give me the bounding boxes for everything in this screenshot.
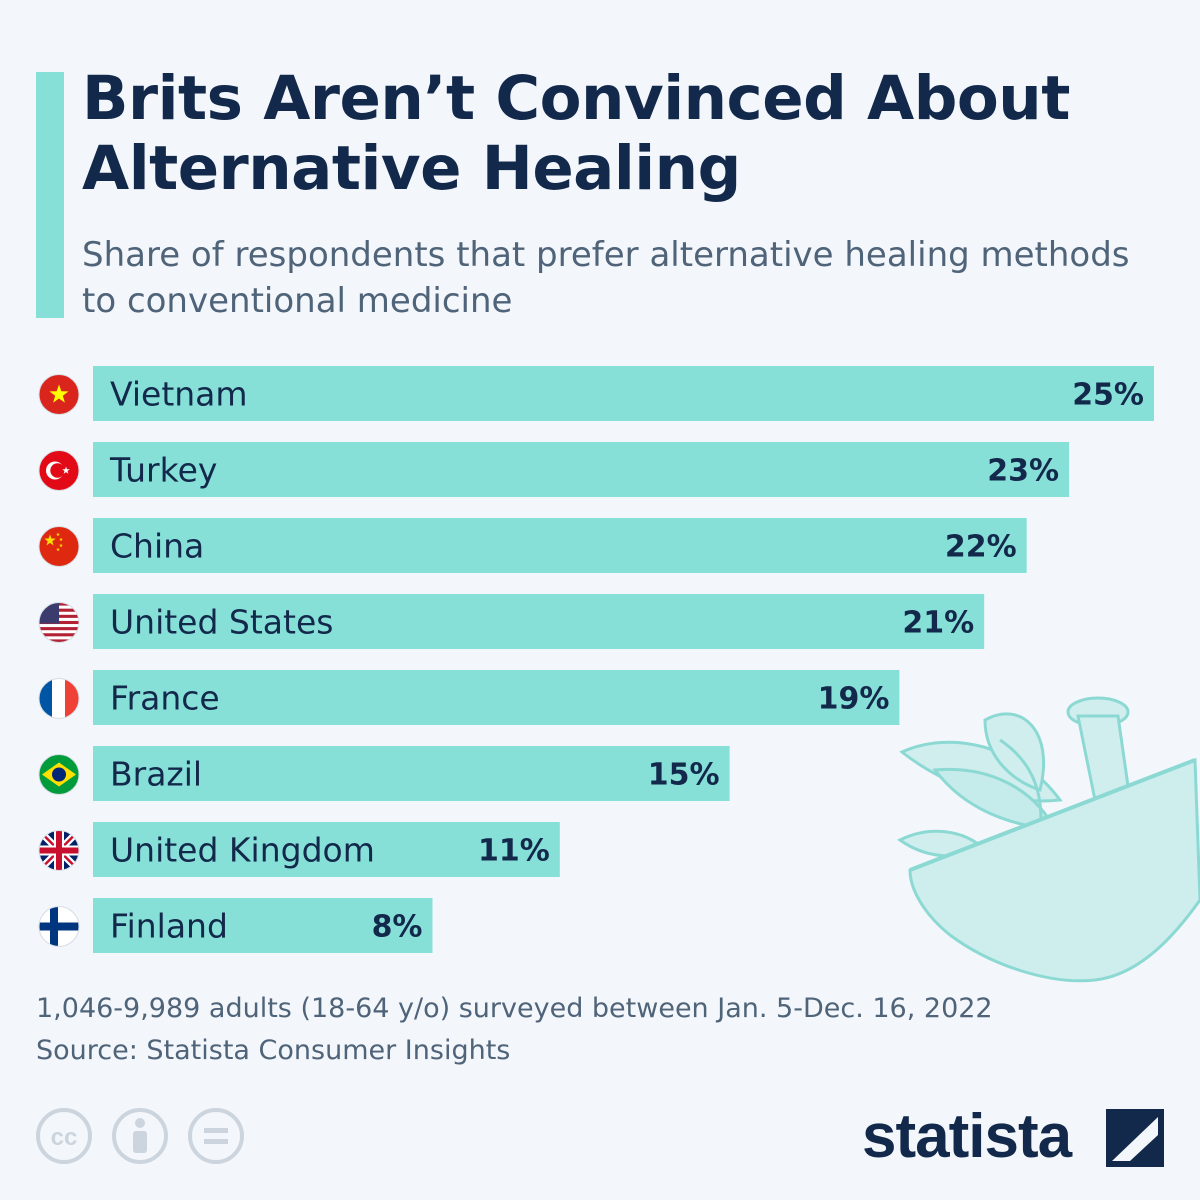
bar-row: Vietnam 25% (38, 366, 1154, 421)
bar (93, 594, 985, 649)
vietnam-flag-icon (38, 374, 80, 415)
category-label: Vietnam (110, 375, 248, 414)
page-title: Brits Aren’t Convinced About Alternative… (82, 63, 1070, 204)
title-accent-bar (36, 72, 64, 318)
bar (93, 442, 1070, 497)
page-subtitle: Share of respondents that prefer alterna… (82, 235, 1130, 321)
attribution-icon (112, 1108, 168, 1164)
category-label: Turkey (109, 451, 217, 490)
value-label: 23% (987, 454, 1059, 489)
turkey-flag-icon (38, 450, 80, 491)
bar-row: Turkey 23% (38, 442, 1070, 497)
license-icons: cc (36, 1108, 244, 1164)
brand-wordmark: statista (862, 1102, 1073, 1171)
value-label: 8% (372, 910, 423, 945)
united-states-flag-icon (38, 602, 80, 643)
statista-logo: statista (862, 1102, 1164, 1171)
svg-text:cc: cc (51, 1124, 78, 1151)
bar (93, 518, 1027, 573)
bar-row: United States 21% (38, 594, 985, 649)
category-label: Brazil (110, 755, 202, 794)
category-label: United States (110, 603, 333, 642)
statista-mark-icon (1106, 1109, 1164, 1167)
no-derivatives-icon (188, 1108, 244, 1164)
bar-row: Finland 8% (38, 898, 433, 953)
bar-row: China 22% (38, 518, 1027, 573)
category-label: France (110, 679, 220, 718)
china-flag-icon (38, 526, 80, 567)
finland-flag-icon (38, 906, 80, 947)
source-note: Source: Statista Consumer Insights (36, 1035, 511, 1066)
bar (93, 898, 433, 953)
value-label: 15% (648, 758, 720, 793)
bar (93, 670, 900, 725)
footnote: 1,046-9,989 adults (18-64 y/o) surveyed … (36, 988, 1136, 1072)
category-label: China (110, 527, 204, 566)
category-label: Finland (110, 907, 228, 946)
bar (93, 822, 560, 877)
france-flag-icon (38, 678, 80, 719)
united-kingdom-flag-icon (38, 830, 80, 871)
value-label: 25% (1072, 378, 1144, 413)
value-label: 19% (818, 682, 890, 717)
value-label: 21% (902, 606, 974, 641)
mortar-pestle-herbs-icon (897, 696, 1200, 983)
category-label: United Kingdom (110, 831, 375, 870)
value-label: 11% (478, 834, 550, 869)
bar (93, 366, 1154, 421)
bar-row: United Kingdom 11% (38, 822, 560, 877)
bar (93, 746, 730, 801)
creative-commons-icon: cc (36, 1108, 92, 1164)
bar-row: France 19% (38, 670, 900, 725)
bar-row: Brazil 15% (38, 746, 730, 801)
survey-note: 1,046-9,989 adults (18-64 y/o) surveyed … (36, 993, 993, 1024)
brazil-flag-icon (38, 754, 80, 795)
value-label: 22% (945, 530, 1017, 565)
